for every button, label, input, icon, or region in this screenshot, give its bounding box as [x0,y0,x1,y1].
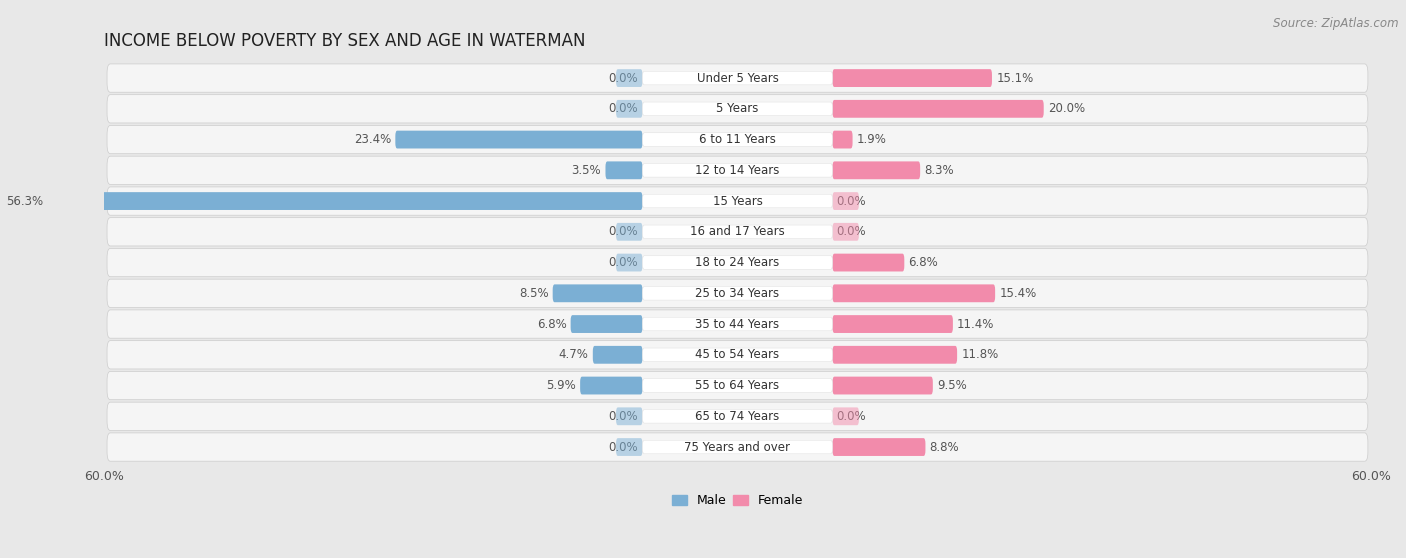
Text: 18 to 24 Years: 18 to 24 Years [696,256,779,269]
Text: 6.8%: 6.8% [537,318,567,330]
Text: 15 Years: 15 Years [713,195,762,208]
Text: INCOME BELOW POVERTY BY SEX AND AGE IN WATERMAN: INCOME BELOW POVERTY BY SEX AND AGE IN W… [104,32,585,50]
FancyBboxPatch shape [832,161,920,179]
Text: Under 5 Years: Under 5 Years [696,71,779,85]
FancyBboxPatch shape [832,131,852,148]
FancyBboxPatch shape [553,285,643,302]
FancyBboxPatch shape [581,377,643,395]
FancyBboxPatch shape [643,194,832,208]
FancyBboxPatch shape [643,133,832,146]
FancyBboxPatch shape [616,407,643,425]
Text: 0.0%: 0.0% [837,225,866,238]
Text: 11.8%: 11.8% [962,348,998,361]
FancyBboxPatch shape [643,163,832,177]
Text: 23.4%: 23.4% [354,133,391,146]
Legend: Male, Female: Male, Female [666,489,808,512]
FancyBboxPatch shape [107,126,1368,153]
FancyBboxPatch shape [616,438,643,456]
FancyBboxPatch shape [593,346,643,364]
FancyBboxPatch shape [643,102,832,116]
FancyBboxPatch shape [107,402,1368,430]
Text: 65 to 74 Years: 65 to 74 Years [696,410,779,423]
Text: 15.4%: 15.4% [1000,287,1036,300]
FancyBboxPatch shape [606,161,643,179]
Text: 45 to 54 Years: 45 to 54 Years [696,348,779,361]
Text: 55 to 64 Years: 55 to 64 Years [696,379,779,392]
Text: 8.8%: 8.8% [929,441,959,454]
FancyBboxPatch shape [107,218,1368,246]
FancyBboxPatch shape [643,256,832,270]
Text: 56.3%: 56.3% [7,195,44,208]
Text: 25 to 34 Years: 25 to 34 Years [696,287,779,300]
Text: 12 to 14 Years: 12 to 14 Years [696,164,780,177]
Text: 16 and 17 Years: 16 and 17 Years [690,225,785,238]
Text: 0.0%: 0.0% [609,410,638,423]
Text: 35 to 44 Years: 35 to 44 Years [696,318,779,330]
FancyBboxPatch shape [107,187,1368,215]
FancyBboxPatch shape [832,192,859,210]
FancyBboxPatch shape [643,225,832,239]
Text: 0.0%: 0.0% [609,256,638,269]
Text: 0.0%: 0.0% [609,71,638,85]
Text: 6.8%: 6.8% [908,256,938,269]
FancyBboxPatch shape [616,69,643,87]
Text: 15.1%: 15.1% [997,71,1033,85]
FancyBboxPatch shape [832,254,904,272]
FancyBboxPatch shape [107,341,1368,369]
Text: 20.0%: 20.0% [1047,102,1085,116]
FancyBboxPatch shape [616,223,643,240]
Text: 3.5%: 3.5% [572,164,602,177]
FancyBboxPatch shape [832,285,995,302]
FancyBboxPatch shape [832,438,925,456]
FancyBboxPatch shape [643,379,832,392]
Text: Source: ZipAtlas.com: Source: ZipAtlas.com [1274,17,1399,30]
Text: 75 Years and over: 75 Years and over [685,441,790,454]
FancyBboxPatch shape [107,433,1368,461]
FancyBboxPatch shape [48,192,643,210]
FancyBboxPatch shape [107,248,1368,277]
FancyBboxPatch shape [832,346,957,364]
Text: 0.0%: 0.0% [609,102,638,116]
FancyBboxPatch shape [616,100,643,118]
Text: 8.3%: 8.3% [924,164,955,177]
FancyBboxPatch shape [395,131,643,148]
Text: 8.5%: 8.5% [519,287,548,300]
FancyBboxPatch shape [643,287,832,300]
FancyBboxPatch shape [832,223,859,240]
FancyBboxPatch shape [832,407,859,425]
FancyBboxPatch shape [832,69,993,87]
Text: 4.7%: 4.7% [558,348,589,361]
Text: 5.9%: 5.9% [546,379,576,392]
FancyBboxPatch shape [643,410,832,423]
FancyBboxPatch shape [643,318,832,331]
FancyBboxPatch shape [643,440,832,454]
FancyBboxPatch shape [107,95,1368,123]
FancyBboxPatch shape [107,279,1368,307]
FancyBboxPatch shape [643,71,832,85]
Text: 9.5%: 9.5% [936,379,967,392]
FancyBboxPatch shape [107,310,1368,338]
FancyBboxPatch shape [107,372,1368,400]
FancyBboxPatch shape [616,254,643,272]
Text: 11.4%: 11.4% [957,318,994,330]
Text: 1.9%: 1.9% [856,133,887,146]
FancyBboxPatch shape [832,100,1043,118]
FancyBboxPatch shape [832,315,953,333]
Text: 6 to 11 Years: 6 to 11 Years [699,133,776,146]
FancyBboxPatch shape [107,64,1368,92]
Text: 5 Years: 5 Years [716,102,759,116]
Text: 0.0%: 0.0% [609,225,638,238]
FancyBboxPatch shape [643,348,832,362]
FancyBboxPatch shape [107,156,1368,185]
FancyBboxPatch shape [571,315,643,333]
Text: 0.0%: 0.0% [609,441,638,454]
Text: 0.0%: 0.0% [837,195,866,208]
FancyBboxPatch shape [832,377,932,395]
Text: 0.0%: 0.0% [837,410,866,423]
